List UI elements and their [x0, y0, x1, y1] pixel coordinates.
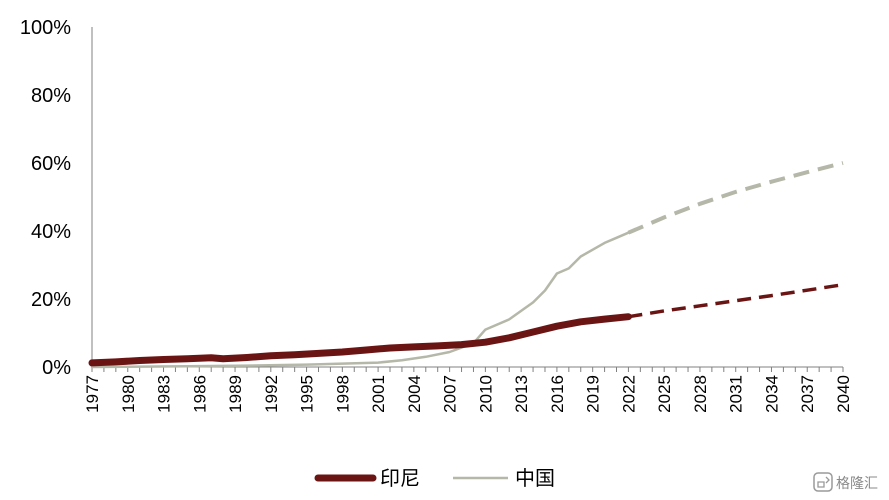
series-line-china-actual: [90, 231, 630, 369]
x-tick-label: 1977: [83, 375, 102, 413]
x-tick-label: 2010: [476, 375, 495, 413]
x-tick-label: 2016: [548, 375, 567, 413]
series-line-china-forecast: [627, 161, 844, 235]
x-tick-label: 2025: [655, 375, 674, 413]
x-tick-label: 1995: [298, 375, 317, 413]
series-line-indonesia-forecast: [628, 282, 844, 319]
x-tick-labels: 1977 1980 1983 1986 1989 1992 1995 1998 2001 2004…: [83, 375, 853, 413]
x-tick-label: 1998: [333, 375, 352, 413]
legend: 印尼 中国: [314, 467, 555, 490]
y-tick-label: 40%: [31, 221, 71, 243]
x-axis: 1977 1980 1983 1986 1989 1992 1995 1998 2001 2004…: [83, 366, 853, 413]
x-tick-label: 2031: [727, 375, 746, 413]
x-tick-label: 2040: [834, 375, 853, 413]
x-tick-label: 2028: [691, 375, 710, 413]
series-line-indonesia-actual: [88, 313, 632, 367]
legend-label-indonesia: 印尼: [380, 467, 420, 490]
x-tick-label: 2007: [441, 375, 460, 413]
x-tick-label: 2019: [584, 375, 603, 413]
y-axis: 0% 20% 40% 60% 80% 100%: [20, 17, 93, 379]
x-tick-label: 1986: [190, 375, 209, 413]
x-tick-label: 2022: [619, 375, 638, 413]
x-tick-label: 2034: [762, 375, 781, 413]
legend-item-indonesia: 印尼: [314, 467, 420, 490]
x-tick-label: 1980: [119, 375, 138, 413]
y-tick-label: 80%: [31, 85, 71, 107]
x-tick-label: 1992: [262, 375, 281, 413]
y-tick-label: 0%: [42, 357, 71, 379]
y-tick-label: 100%: [20, 17, 71, 39]
y-tick-label: 20%: [31, 289, 71, 311]
legend-item-china: 中国: [453, 467, 555, 490]
y-tick-labels: 0% 20% 40% 60% 80% 100%: [20, 17, 71, 379]
gelonghui-logo-icon: [813, 472, 833, 492]
x-tick-label: 2004: [405, 375, 424, 413]
series-layer: [88, 161, 844, 369]
legend-label-china: 中国: [515, 467, 555, 490]
x-tick-label: 2001: [369, 375, 388, 413]
y-tick-label: 60%: [31, 153, 71, 175]
x-tick-label: 2037: [798, 375, 817, 413]
watermark: 格隆汇: [813, 472, 878, 492]
x-tick-label: 1983: [155, 375, 174, 413]
x-tick-label: 1989: [226, 375, 245, 413]
watermark-text: 格隆汇: [836, 475, 878, 491]
x-tick-label: 2013: [512, 375, 531, 413]
x-tick-marks: [91, 367, 844, 372]
